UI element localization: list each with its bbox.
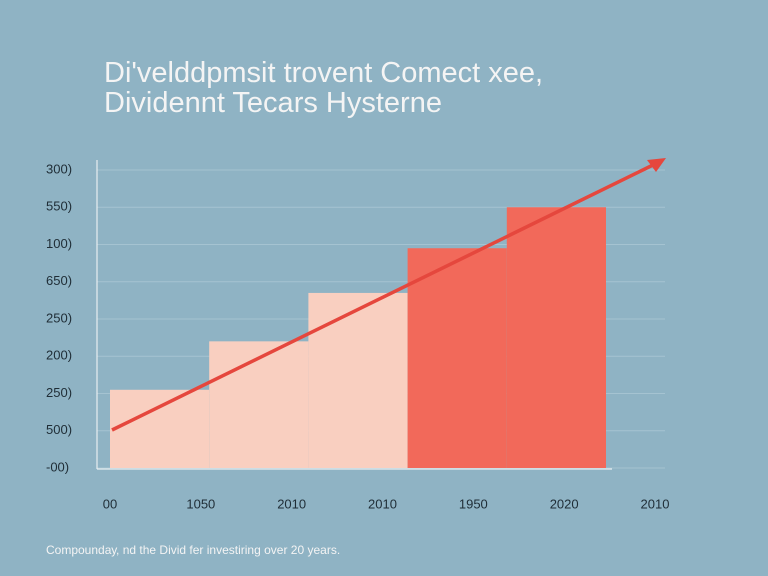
bar bbox=[110, 389, 210, 468]
x-tick-label: 1950 bbox=[459, 496, 488, 511]
plot-area: -00) 500) 250) 200) 250) 650) 100) 550) 300) 00 10… bbox=[46, 161, 669, 511]
y-tick-label: 250) bbox=[46, 385, 72, 400]
bar bbox=[407, 248, 507, 468]
y-tick-label: 100) bbox=[46, 236, 72, 251]
trend-arrow bbox=[111, 162, 656, 432]
y-tick-label: 500) bbox=[46, 422, 72, 437]
bar bbox=[506, 207, 606, 468]
x-tick-label: 2010 bbox=[277, 496, 306, 511]
x-tick-label: 2010 bbox=[641, 496, 670, 511]
x-tick-label: 2020 bbox=[550, 496, 579, 511]
y-tick-label: 200) bbox=[46, 348, 72, 363]
x-tick-label: 1050 bbox=[186, 496, 215, 511]
x-tick-label: 00 bbox=[103, 496, 117, 511]
footnote: Compoundау, nd the Divid fer investiring… bbox=[46, 543, 340, 557]
chart-title: Dividennt Tecars Hysterne bbox=[104, 87, 442, 119]
x-tick-label: 2010 bbox=[368, 496, 397, 511]
y-tick-label: 250) bbox=[46, 310, 72, 325]
bar bbox=[308, 292, 408, 468]
y-tick-label: 300) bbox=[46, 161, 72, 176]
bar bbox=[209, 341, 309, 468]
chart-title: Di'velddрmsit trovent Comect xee, bbox=[104, 57, 543, 89]
y-tick-label: -00) bbox=[46, 459, 69, 474]
y-tick-label: 650) bbox=[46, 273, 72, 288]
y-tick-label: 550) bbox=[46, 199, 72, 214]
arrow-head bbox=[647, 158, 666, 172]
